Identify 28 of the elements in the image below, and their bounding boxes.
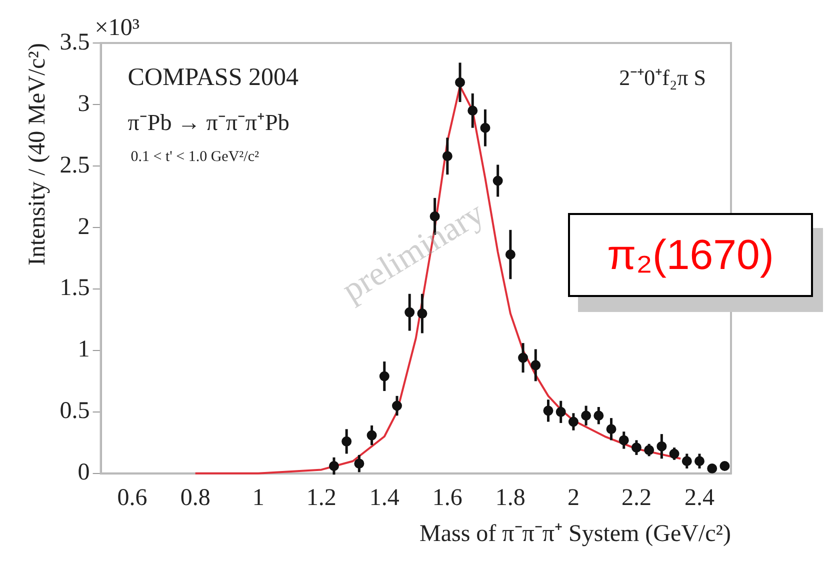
annotation: COMPASS 2004 [128, 64, 299, 91]
x-tick-label: 1.6 [432, 485, 462, 512]
y-tick-label: 1 [78, 336, 90, 363]
annotation: π⁻Pb → π⁻π⁻π⁺Pb [128, 110, 290, 135]
x-tick-label: 2 [567, 485, 580, 512]
x-tick-label: 2.2 [621, 485, 652, 512]
y-tick-label: 3 [78, 90, 90, 117]
point [707, 463, 718, 474]
y-tick-label: 2 [78, 214, 90, 240]
x-tick-label: 0.8 [180, 485, 210, 512]
x-tick-label: 0.6 [117, 485, 148, 512]
point [720, 461, 730, 472]
y-tick-label: 0.5 [60, 398, 90, 424]
x-tick-label: 1.4 [369, 485, 400, 512]
annotation: π₂(1670) [568, 213, 813, 297]
y-tick-label: 0 [78, 460, 90, 486]
text: ×10³ [94, 15, 140, 41]
x-tick-label: 2.4 [684, 485, 714, 512]
x-tick-label: 1 [252, 485, 264, 512]
x-axis-title: Mass of π⁻π⁻π⁺ System (GeV/c²) [419, 520, 731, 547]
annotation: 2⁻⁺0⁺f₂π S [619, 65, 706, 90]
x-tick-label: 1.2 [306, 485, 336, 512]
y-tick-label: 3.5 [60, 29, 90, 56]
y-tick-label: 1.5 [60, 275, 90, 302]
x-tick-label: 1.8 [495, 485, 526, 512]
annotation: 0.1 < t' < 1.0 GeV²/c² [130, 149, 260, 165]
y-axis-title: Intensity / (40 MeV/c²) [24, 43, 51, 266]
y-tick-label: 2.5 [60, 152, 90, 178]
